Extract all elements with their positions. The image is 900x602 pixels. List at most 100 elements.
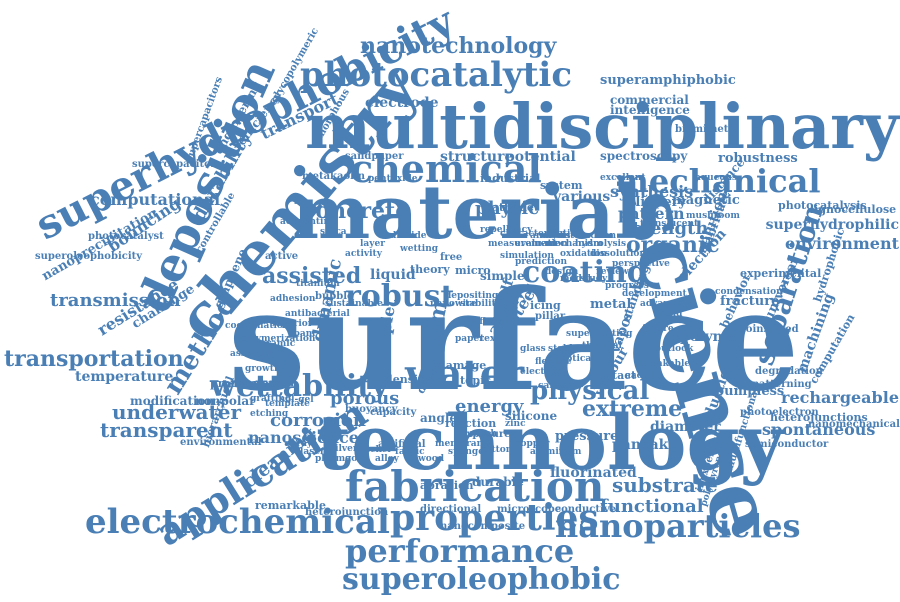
word-laser: laser xyxy=(300,447,325,457)
word-simulation: simulation xyxy=(500,251,554,261)
word-electrical: electrical xyxy=(520,367,568,377)
word-perspective: perspective xyxy=(612,259,670,269)
word-conductive: conductive xyxy=(555,504,616,515)
word-environment: environment xyxy=(784,234,899,253)
word-wetting: wetting xyxy=(400,244,439,254)
word-angle: angle xyxy=(420,411,458,425)
word-nickel: nickel xyxy=(360,445,391,455)
word-stable: stable xyxy=(548,344,579,354)
word-oxidation: oxidation xyxy=(560,249,608,259)
word-computational: computational xyxy=(90,190,221,209)
word-trend: trend xyxy=(655,309,683,319)
word-heterojunctions: heterojunctions xyxy=(770,411,868,424)
word-paper: paper xyxy=(455,334,484,344)
word-organic: organic xyxy=(626,232,720,258)
word-multidisciplinary: multidisciplinary xyxy=(305,90,899,163)
word-pancake: pancake xyxy=(612,437,678,453)
word-nanoscience: nanoscience xyxy=(248,428,359,447)
word-immersion: immersion xyxy=(240,379,294,389)
word-copper: copper xyxy=(515,439,550,449)
word-strength: strength xyxy=(622,218,709,239)
word-pillar: pillar xyxy=(535,311,566,322)
word-processing: processing xyxy=(210,377,277,390)
word-mushroom: mushroom xyxy=(686,211,740,221)
word-superoleophobic: superoleophobic xyxy=(342,562,621,597)
word-performance: performance xyxy=(345,532,575,570)
word-model: model xyxy=(560,274,591,284)
word-functional: functional xyxy=(600,496,704,517)
word-hydrolysis: hydrolysis xyxy=(575,239,627,249)
word-bioinspired: bioinspired xyxy=(735,324,799,335)
word-porous: porous xyxy=(330,388,400,409)
word-nanotechnology: nanotechnology xyxy=(360,33,557,59)
word-depositing: depositing xyxy=(445,291,499,301)
word-slippery: slippery xyxy=(628,195,687,210)
word-metakaolin: metakaolin xyxy=(302,171,365,182)
word-pentoxide: pentoxide xyxy=(368,174,418,184)
word-damage: damage xyxy=(438,359,487,372)
word-liquid: liquid xyxy=(370,267,416,283)
word-photocatalyst: photocatalyst xyxy=(88,231,164,242)
word-system: system xyxy=(540,179,583,192)
word-advance: advance xyxy=(640,299,681,309)
word-coating: coating xyxy=(522,255,648,290)
word-fluorinated: fluorinated xyxy=(550,465,637,481)
word-aacvd: aacvd xyxy=(625,371,654,381)
word-adhesion: adhesion xyxy=(270,294,316,304)
word-reaction: reaction xyxy=(445,417,497,430)
word-contact: contact xyxy=(590,369,637,382)
word-electrochemical: electrochemical xyxy=(85,502,390,542)
word-nonpolar: nonpolar xyxy=(195,394,256,408)
word-pattern: pattern xyxy=(618,204,685,223)
word-heterojunction: heterojunction xyxy=(305,507,389,518)
word-aluminum: aluminum xyxy=(530,447,582,457)
word-zinc: zinc xyxy=(505,419,526,429)
word-nanoparticles: nanoparticles xyxy=(555,507,801,545)
word-electrode: electrode xyxy=(365,95,439,111)
word-chemical: chemical xyxy=(350,146,542,191)
word-dioxide: dioxide xyxy=(390,231,427,241)
word-extreme: extreme xyxy=(582,396,683,422)
word-wettability: wettability xyxy=(210,369,389,404)
word-breakable: breakable xyxy=(640,359,691,369)
word-thermal: thermal xyxy=(582,341,622,351)
word-substrate: substrate xyxy=(612,473,718,497)
word-nanocomposite: nanocomposite xyxy=(440,521,526,532)
word-cotton: cotton xyxy=(480,445,513,455)
word-assembly: assembly xyxy=(230,349,277,359)
word-spray: spray xyxy=(285,439,313,449)
word-robustness: robustness xyxy=(718,151,798,166)
word-remarkable: remarkable xyxy=(255,499,326,512)
word-analysis: analysis xyxy=(530,231,571,241)
word-density: density xyxy=(385,373,430,386)
word-condensation: condensation xyxy=(715,287,783,297)
word-free: free xyxy=(440,252,463,263)
word-future: future xyxy=(642,324,674,334)
word-environmental: environmental xyxy=(180,437,262,448)
word-experimental: experimental xyxy=(740,267,822,280)
word-photocatalytic: photocatalytic xyxy=(300,55,573,95)
word-coordination: coordination xyxy=(225,321,290,331)
word-transmission: transmission xyxy=(50,290,181,311)
word-underwater: underwater xyxy=(112,400,242,424)
word-outlook: outlook xyxy=(655,344,694,354)
word-commercial: commercial xyxy=(610,93,689,107)
word-modification: modification xyxy=(130,394,215,408)
word-concrete: concrete xyxy=(302,198,410,224)
word-membrane: membrane xyxy=(435,439,489,449)
word-growth: growth xyxy=(245,364,281,374)
word-dissolution: dissolution xyxy=(590,249,646,259)
word-ceramic: ceramic xyxy=(255,339,296,349)
word-plasma: plasma xyxy=(315,454,351,464)
word-metal: metal xyxy=(590,297,632,312)
word-sandpaper: sandpaper xyxy=(345,151,404,162)
word-bubble: bubble xyxy=(315,291,354,302)
word-repellency: repellency xyxy=(480,225,533,235)
word-photocatalysis: photocatalysis xyxy=(778,199,867,212)
word-potential: potential xyxy=(505,149,576,165)
word-activity: activity xyxy=(345,249,382,259)
word-assisted: assisted xyxy=(262,263,362,289)
word-robust: robust xyxy=(345,279,455,314)
word-semiconductor: semiconductor xyxy=(745,439,829,450)
